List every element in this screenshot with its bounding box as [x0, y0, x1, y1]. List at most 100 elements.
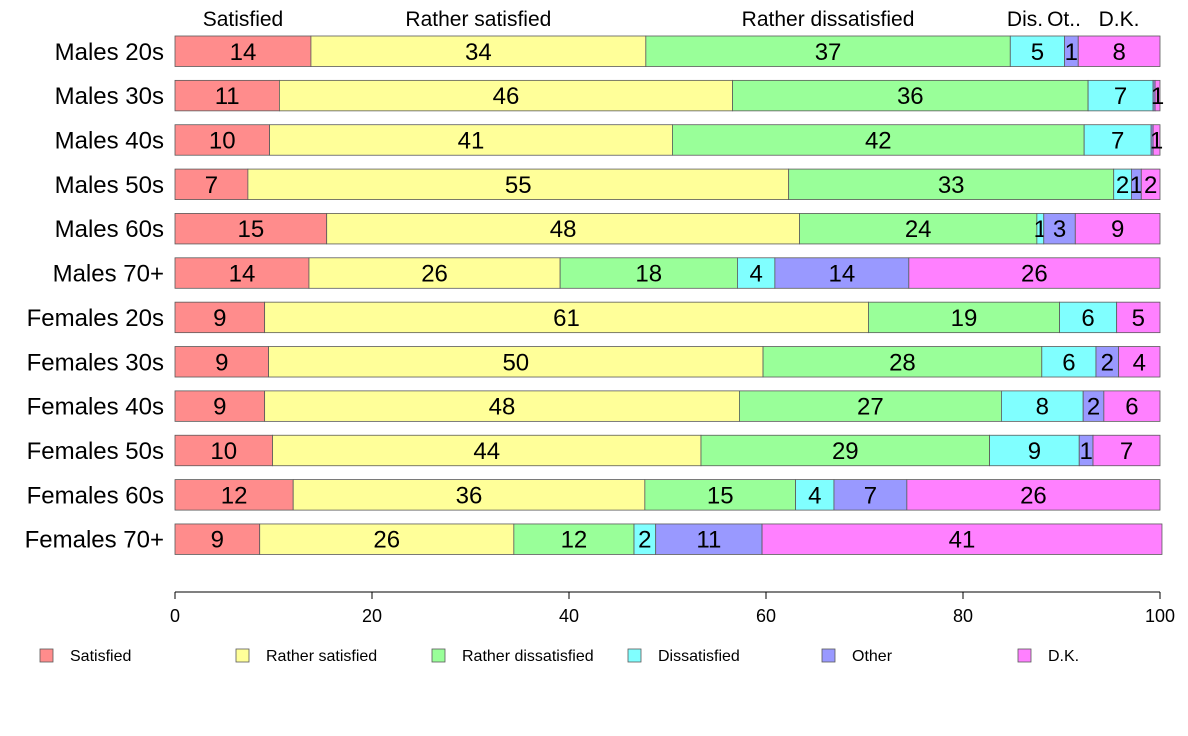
header-label: Ot.. — [1047, 8, 1081, 31]
category-label: Females 40s — [27, 394, 164, 421]
bar-segment — [761, 523, 1163, 555]
bar-segment — [1077, 35, 1161, 67]
data-label: 36 — [456, 482, 483, 509]
data-label: 11 — [696, 527, 721, 554]
data-label: 48 — [489, 394, 516, 421]
x-tick-label: 0 — [170, 606, 180, 626]
data-label: 5 — [1132, 305, 1145, 332]
data-label: 26 — [1020, 482, 1047, 509]
data-label: 14 — [229, 261, 256, 288]
legend-swatch — [627, 648, 642, 663]
legend-swatch — [39, 648, 54, 663]
legend-swatch — [431, 648, 446, 663]
legend-item: Dissatisfied — [627, 648, 740, 665]
category-label: Females 60s — [27, 482, 164, 509]
category-label: Females 30s — [27, 349, 164, 376]
bar-segment — [1118, 346, 1161, 378]
bar-row: 11 46 36 7 1 — [174, 79, 1164, 112]
data-label: 1 — [1151, 83, 1164, 110]
bar-row: 9 48 27 8 2 6 — [174, 390, 1161, 422]
category-label: Females 50s — [27, 438, 164, 465]
bar-row: 10 41 42 7 1 — [174, 124, 1163, 156]
data-label: 2 — [1087, 394, 1100, 421]
bar-segment — [326, 213, 800, 245]
data-label: 46 — [493, 83, 520, 110]
bar-segment — [559, 257, 738, 289]
category-label: Males 30s — [55, 83, 164, 110]
bar-row: 14 34 37 5 1 8 — [174, 35, 1161, 67]
bar-segment — [762, 346, 1043, 378]
bar-segment — [732, 79, 1089, 112]
data-label: 4 — [1133, 349, 1146, 376]
bar-segment — [1140, 168, 1161, 200]
data-label: 61 — [553, 305, 580, 332]
bar-segment — [1103, 390, 1161, 422]
legend-label: Rather dissatisfied — [462, 648, 594, 665]
bar-row: 15 48 24 1 3 9 — [174, 213, 1161, 245]
bar-segment — [269, 124, 673, 156]
data-label: 14 — [230, 39, 257, 66]
data-label: 26 — [421, 261, 448, 288]
data-label: 18 — [635, 261, 662, 288]
x-tick-label: 80 — [953, 606, 973, 626]
bar-segment — [264, 390, 740, 422]
bar-segment — [1116, 301, 1161, 334]
data-label: 44 — [473, 438, 500, 465]
legend-label: Satisfied — [70, 648, 131, 665]
x-tick-label: 100 — [1145, 606, 1175, 626]
bar-segment — [292, 479, 646, 511]
data-label: 24 — [905, 216, 932, 243]
data-label: 6 — [1062, 349, 1075, 376]
category-label: Females 20s — [27, 305, 164, 332]
bar-segment — [268, 346, 764, 378]
data-label: 15 — [237, 216, 264, 243]
bar-segment — [513, 523, 635, 555]
bar-row: 9 26 12 2 11 41 — [174, 523, 1163, 555]
bar-segment — [645, 35, 1011, 67]
x-tick-label: 20 — [362, 606, 382, 626]
bar-segment — [739, 390, 1002, 422]
bar-segment — [1083, 124, 1152, 156]
legend-swatch — [1017, 648, 1032, 663]
data-label: 4 — [808, 482, 821, 509]
header-label: Rather satisfied — [405, 8, 551, 31]
category-label: Males 60s — [55, 216, 164, 243]
category-label: Males 50s — [55, 172, 164, 199]
data-label: 9 — [213, 305, 226, 332]
bar-segment — [174, 479, 294, 511]
bar-segment — [1001, 390, 1084, 422]
data-label: 34 — [465, 39, 492, 66]
data-label: 6 — [1125, 394, 1138, 421]
legend-label: Rather satisfied — [266, 648, 377, 665]
category-label: Females 70+ — [25, 527, 164, 554]
bar-segment — [174, 434, 273, 467]
legend-swatch — [821, 648, 836, 663]
bar-segment — [737, 257, 776, 289]
header-label: Satisfied — [203, 8, 284, 31]
bar-segment — [174, 257, 310, 289]
x-tick-label: 40 — [559, 606, 579, 626]
data-label: 4 — [749, 261, 762, 288]
data-label: 3 — [1053, 216, 1066, 243]
bar-segment — [174, 35, 312, 67]
data-label: 1 — [1079, 438, 1092, 465]
data-label: 9 — [1111, 216, 1124, 243]
data-label: 6 — [1081, 305, 1094, 332]
data-label: 50 — [502, 349, 529, 376]
data-label: 36 — [897, 83, 924, 110]
bar-row: 7 55 33 2 1 2 — [174, 168, 1161, 200]
bar-segment — [174, 390, 266, 422]
bar-segment — [308, 257, 561, 289]
bar-segment — [788, 168, 1115, 200]
data-label: 2 — [1116, 172, 1129, 199]
data-label: 9 — [1028, 438, 1041, 465]
bar-segment — [868, 301, 1060, 334]
data-label: 33 — [938, 172, 965, 199]
bar-segment — [906, 479, 1161, 511]
bar-segment — [1074, 213, 1161, 245]
data-label: 15 — [707, 482, 734, 509]
bar-segment — [310, 35, 647, 67]
data-label: 2 — [638, 527, 651, 554]
legend-swatch — [235, 648, 250, 663]
